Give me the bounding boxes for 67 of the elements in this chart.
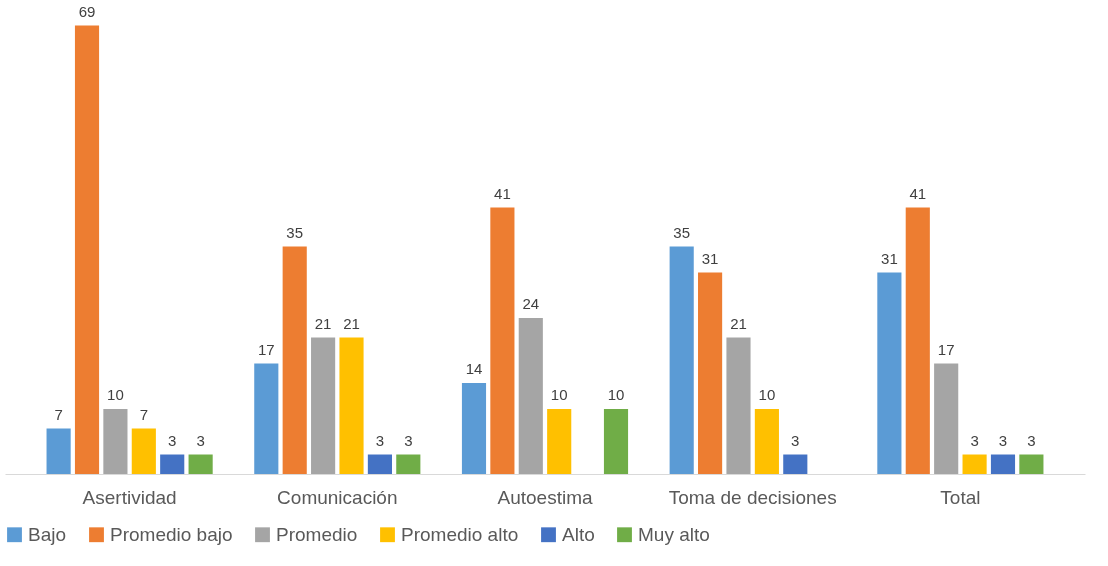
bar [1019,454,1044,474]
legend-label: Alto [562,523,595,545]
data-label: 3 [404,431,413,449]
data-label: 3 [375,431,385,449]
bar [669,246,694,474]
bar [877,272,902,474]
data-label: 7 [139,405,148,423]
data-label: 3 [168,431,177,449]
bar [103,409,128,474]
bar [311,337,336,474]
legend-label: Promedio alto [401,523,519,545]
data-label: 10 [607,386,625,403]
data-label: 41 [494,184,511,202]
data-label: 35 [286,223,304,241]
bar [367,454,392,474]
data-label: 17 [937,340,955,358]
bar [962,454,987,474]
bar [547,409,572,474]
data-label: 31 [881,249,898,267]
data-label: 3 [998,431,1008,449]
bar [726,337,751,474]
bar [490,207,515,474]
data-label: 21 [343,314,360,332]
bar [160,454,185,474]
bar [282,246,307,474]
bar [783,454,808,474]
bar [461,383,487,474]
x-tick-label: Asertividad [82,486,177,508]
data-label: 31 [701,249,719,267]
data-label: 3 [196,431,205,449]
legend-label: Muy alto [638,523,710,545]
x-tick-label: Comunicación [277,486,398,508]
legend-label: Bajo [28,523,67,545]
bar [254,363,279,474]
bar [46,428,71,474]
bar [905,207,930,474]
bar [131,428,156,474]
legend-label: Promedio bajo [110,523,233,545]
data-label: 3 [791,431,800,449]
data-label: 69 [78,2,96,20]
bar [74,25,100,474]
bar [698,272,723,474]
data-label: 10 [107,386,124,403]
x-tick-label: Toma de decisiones [668,486,837,508]
data-label: 3 [1027,431,1036,449]
data-label: 21 [730,314,747,332]
bar [518,318,543,474]
data-label: 35 [673,223,691,241]
data-label: 14 [465,360,483,377]
data-label: 10 [550,386,568,403]
bar [339,337,364,474]
bar [188,454,213,474]
x-tick-label: Autoestima [497,486,593,508]
bar [603,409,629,474]
bar [934,363,959,474]
data-label: 3 [970,431,979,449]
data-label: 10 [758,386,776,403]
data-label: 17 [257,340,275,358]
data-label: 21 [314,314,332,332]
data-label: 24 [522,295,540,312]
legend-label: Promedio [276,523,358,545]
x-tick-label: Total [940,486,981,508]
bar [990,454,1016,474]
bar [754,409,779,474]
data-label: 7 [54,405,63,423]
data-label: 41 [909,184,927,202]
bar [396,454,421,474]
